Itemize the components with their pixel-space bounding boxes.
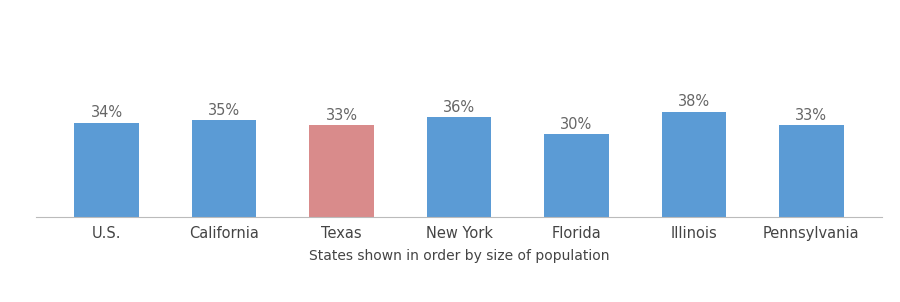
Bar: [192, 120, 256, 217]
Bar: [544, 134, 608, 217]
Bar: [662, 111, 726, 217]
Text: 35%: 35%: [208, 103, 240, 118]
Text: 33%: 33%: [796, 108, 827, 123]
Text: 33%: 33%: [326, 108, 357, 123]
Bar: [75, 123, 139, 217]
Text: 38%: 38%: [678, 94, 710, 109]
X-axis label: States shown in order by size of population: States shown in order by size of populat…: [309, 249, 609, 263]
Text: 36%: 36%: [443, 100, 475, 115]
Bar: [427, 117, 491, 217]
Text: 34%: 34%: [91, 105, 122, 120]
Bar: [779, 125, 843, 217]
Text: 30%: 30%: [561, 117, 592, 132]
Bar: [310, 125, 374, 217]
